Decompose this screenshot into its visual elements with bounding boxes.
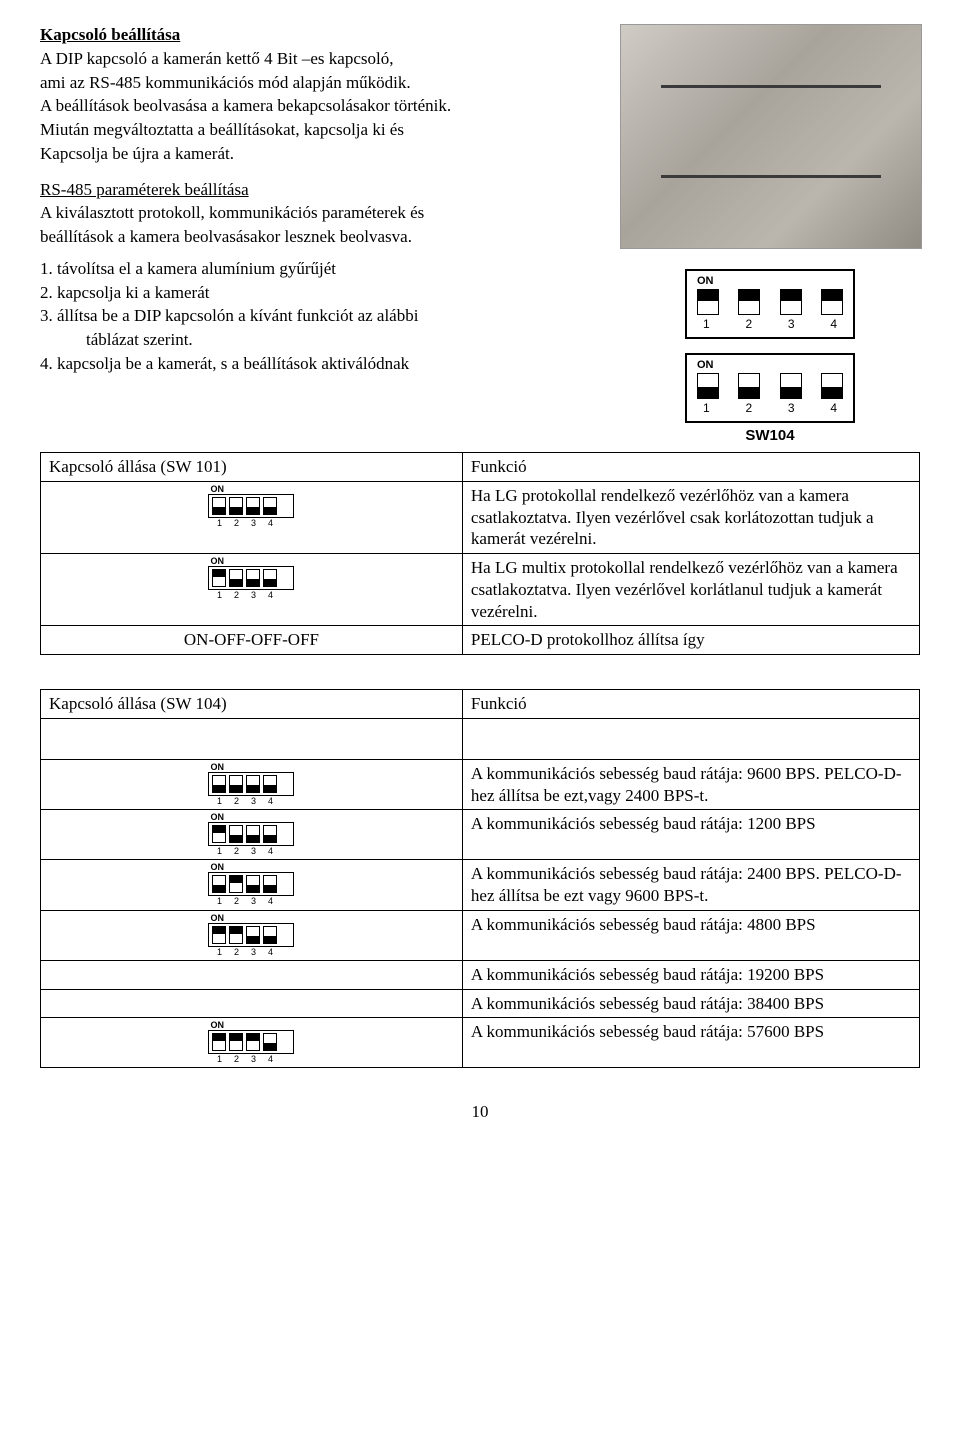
sub-line: beállítások a kamera beolvasásakor leszn… bbox=[40, 226, 602, 248]
table-cell-switch: ON1234 bbox=[41, 759, 463, 810]
dip-switch-icon: ON1234 bbox=[208, 863, 294, 906]
table-cell-function: A kommunikációs sebesség baud rátája: 12… bbox=[462, 810, 919, 860]
camera-photo bbox=[620, 24, 922, 249]
section-title: Kapcsoló beállítása bbox=[40, 24, 602, 46]
table-cell-switch: ON1234 bbox=[41, 810, 463, 860]
dip-on-label: ON bbox=[697, 359, 845, 371]
table-cell-function: A kommunikációs sebesség baud rátája: 57… bbox=[462, 1018, 919, 1068]
table-cell-function: A kommunikációs sebesség baud rátája: 96… bbox=[462, 759, 919, 810]
step-line: 3. állítsa be a DIP kapcsolón a kívánt f… bbox=[40, 305, 602, 327]
dip-slot bbox=[780, 289, 802, 315]
dip-on-label: ON bbox=[697, 275, 845, 287]
table-cell-switch bbox=[41, 989, 463, 1018]
table-cell-function: A kommunikációs sebesség baud rátája: 24… bbox=[462, 860, 919, 911]
table-cell-function: A kommunikációs sebesség baud rátája: 38… bbox=[462, 989, 919, 1018]
table-cell-switch bbox=[41, 960, 463, 989]
table-cell-function: Ha LG protokollal rendelkező vezérlőhöz … bbox=[462, 481, 919, 553]
dip-slot bbox=[738, 373, 760, 399]
page-number: 10 bbox=[40, 1102, 920, 1122]
table-header-right: Funkció bbox=[462, 453, 919, 482]
table-cell-switch: ON-OFF-OFF-OFF bbox=[41, 626, 463, 655]
dip-diagram-top: ON 1234 bbox=[675, 269, 865, 339]
sw104-label: SW104 bbox=[675, 427, 865, 444]
table-sw101: Kapcsoló állása (SW 101) Funkció ON1234 H… bbox=[40, 452, 920, 655]
dip-switch-icon: ON1234 bbox=[208, 763, 294, 806]
dip-switch-icon: ON1234 bbox=[208, 1021, 294, 1064]
table-header-left: Kapcsoló állása (SW 101) bbox=[41, 453, 463, 482]
table-cell-function: A kommunikációs sebesség baud rátája: 19… bbox=[462, 960, 919, 989]
table-cell-switch: ON1234 bbox=[41, 910, 463, 960]
table-cell-function: PELCO-D protokollhoz állítsa így bbox=[462, 626, 919, 655]
table-cell-switch: ON1234 bbox=[41, 554, 463, 626]
dip-switch-icon: ON1234 bbox=[208, 485, 294, 528]
table-cell-switch: ON1234 bbox=[41, 1018, 463, 1068]
intro-line: Miután megváltoztatta a beállításokat, k… bbox=[40, 119, 602, 141]
intro-line: Kapcsolja be újra a kamerát. bbox=[40, 143, 602, 165]
dip-switch-icon: ON1234 bbox=[208, 557, 294, 600]
intro-line: ami az RS-485 kommunikációs mód alapján … bbox=[40, 72, 602, 94]
intro-line: A beállítások beolvasása a kamera bekapc… bbox=[40, 95, 602, 117]
dip-switch-icon: ON1234 bbox=[208, 813, 294, 856]
dip-slot bbox=[697, 289, 719, 315]
dip-slot bbox=[738, 289, 760, 315]
table-header-right: Funkció bbox=[462, 690, 919, 719]
sub-line: A kiválasztott protokoll, kommunikációs … bbox=[40, 202, 602, 224]
step-line: 4. kapcsolja be a kamerát, s a beállítás… bbox=[40, 353, 602, 375]
dip-slot bbox=[780, 373, 802, 399]
intro-line: A DIP kapcsoló a kamerán kettő 4 Bit –es… bbox=[40, 48, 602, 70]
table-cell-switch: ON1234 bbox=[41, 481, 463, 553]
dip-slot bbox=[697, 373, 719, 399]
table-cell-function: Ha LG multix protokollal rendelkező vezé… bbox=[462, 554, 919, 626]
table-sw104: Kapcsoló állása (SW 104) Funkció ON1234 A… bbox=[40, 689, 920, 1068]
dip-slot bbox=[821, 289, 843, 315]
table-header-left: Kapcsoló állása (SW 104) bbox=[41, 690, 463, 719]
step-line: 1. távolítsa el a kamera alumínium gyűrű… bbox=[40, 258, 602, 280]
table-cell-function: A kommunikációs sebesség baud rátája: 48… bbox=[462, 910, 919, 960]
dip-slot bbox=[821, 373, 843, 399]
step-line: 2. kapcsolja ki a kamerát bbox=[40, 282, 602, 304]
table-cell-switch: ON1234 bbox=[41, 860, 463, 911]
subsection-title: RS-485 paraméterek beállítása bbox=[40, 179, 602, 201]
dip-switch-icon: ON1234 bbox=[208, 914, 294, 957]
step-line-indent: táblázat szerint. bbox=[40, 329, 602, 351]
dip-diagram-bottom: ON 1234 SW104 bbox=[675, 353, 865, 444]
